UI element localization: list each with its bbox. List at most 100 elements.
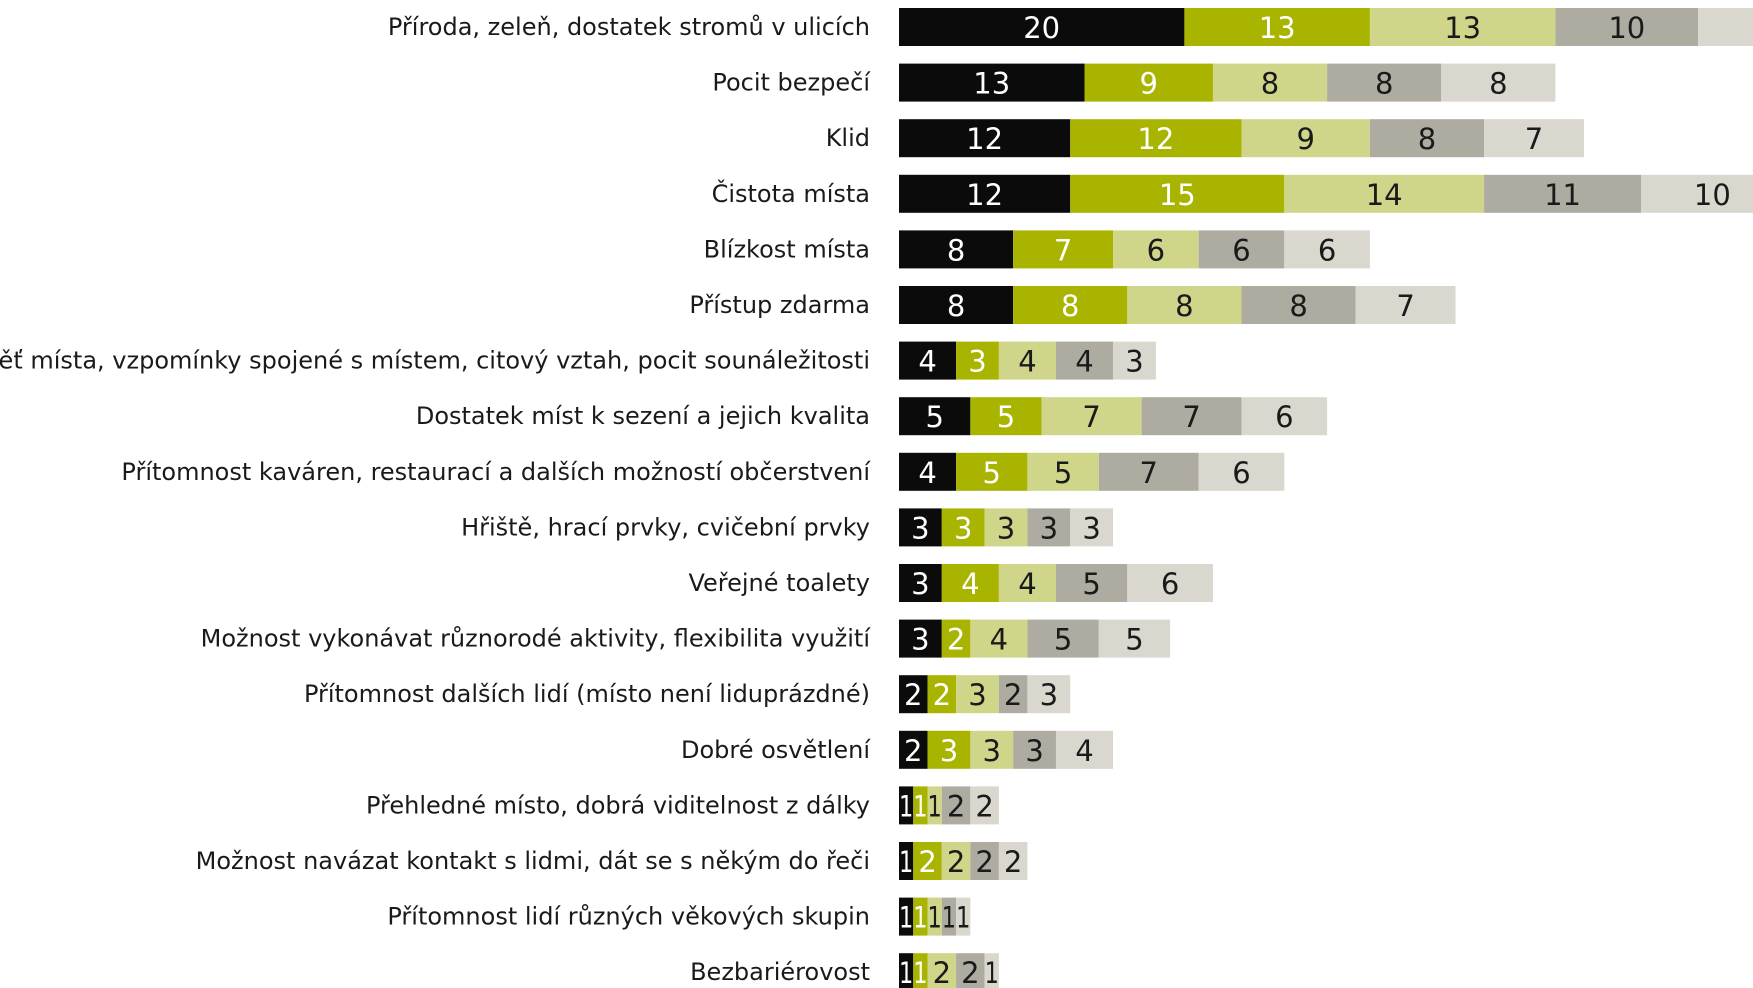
bar-segment bbox=[1369, 8, 1556, 46]
data-label: 1 bbox=[913, 956, 927, 988]
data-label: 15 bbox=[1159, 178, 1196, 212]
data-label: 5 bbox=[1054, 456, 1072, 490]
bar-segment bbox=[913, 786, 928, 825]
data-label: 3 bbox=[911, 623, 929, 657]
category-label: Přítomnost lidí různých věkových skupin bbox=[387, 903, 870, 931]
data-label: 13 bbox=[1444, 11, 1481, 45]
data-label: 8 bbox=[1375, 67, 1393, 101]
category-label: Možnost vykonávat různorodé aktivity, fl… bbox=[201, 625, 872, 653]
category-label: Dostatek míst k sezení a jejich kvalita bbox=[416, 402, 870, 430]
bar-segment bbox=[927, 675, 957, 714]
data-label: 8 bbox=[1175, 289, 1193, 323]
data-label: 10 bbox=[1694, 178, 1731, 212]
data-label: 7 bbox=[1525, 122, 1543, 156]
bar-segment bbox=[927, 786, 942, 825]
data-label: 2 bbox=[933, 678, 951, 712]
data-label: 3 bbox=[911, 567, 929, 601]
bar-segment bbox=[1055, 341, 1114, 380]
data-label: 8 bbox=[1289, 289, 1307, 323]
data-label: 4 bbox=[1018, 345, 1036, 379]
bar-segment bbox=[970, 397, 1042, 436]
bar-segment bbox=[1055, 564, 1128, 602]
data-label: 2 bbox=[975, 845, 993, 879]
bar-segment bbox=[1013, 230, 1114, 269]
bar-segment bbox=[899, 230, 1014, 269]
bar-segment bbox=[899, 63, 1085, 102]
bar-segment bbox=[1013, 286, 1128, 324]
data-label: 1 bbox=[942, 901, 956, 935]
data-label: 1 bbox=[899, 845, 913, 879]
bar-segment bbox=[1355, 286, 1456, 324]
bar-segment bbox=[1098, 452, 1199, 491]
bar-segment bbox=[1241, 286, 1356, 324]
bar-segment bbox=[1555, 8, 1699, 46]
bar-row: 201313109 bbox=[899, 8, 1753, 46]
data-label: 4 bbox=[1018, 567, 1036, 601]
category-label: Hřiště, hrací prvky, cvičební prvky bbox=[461, 513, 870, 541]
category-label: Klid bbox=[826, 124, 870, 152]
data-label: 3 bbox=[940, 734, 958, 768]
data-label: 7 bbox=[1182, 400, 1200, 434]
data-label: 6 bbox=[1275, 400, 1293, 434]
bar-segment bbox=[998, 675, 1028, 714]
category-label: Příroda, zeleň, dostatek stromů v ulicíc… bbox=[388, 13, 870, 41]
category-label: Čistota místa bbox=[712, 178, 870, 208]
data-label: 3 bbox=[1040, 678, 1058, 712]
bar-segment bbox=[899, 286, 1014, 324]
category-label: Pocit bezpečí bbox=[712, 69, 871, 97]
bar-row: 8 8 8 8 7 bbox=[899, 286, 1456, 324]
data-label: 7 bbox=[1054, 233, 1072, 267]
data-label: 2 bbox=[933, 956, 951, 988]
bar-segment bbox=[899, 119, 1071, 158]
bar-segment bbox=[899, 397, 971, 436]
data-label: 5 bbox=[997, 400, 1015, 434]
bar-segment bbox=[998, 341, 1056, 380]
data-label: 5 bbox=[925, 400, 943, 434]
data-label: 6 bbox=[1161, 567, 1179, 601]
bar-segment bbox=[899, 508, 942, 547]
data-label: 13 bbox=[973, 67, 1010, 101]
data-label: 8 bbox=[1489, 67, 1507, 101]
bar-segment bbox=[1027, 452, 1099, 491]
bar-segment bbox=[941, 842, 971, 880]
bar-segment bbox=[1484, 119, 1584, 158]
data-label: 6 bbox=[1318, 233, 1336, 267]
bar-segment bbox=[1070, 508, 1114, 547]
data-label: 2 bbox=[975, 789, 993, 823]
bar-segment bbox=[970, 786, 999, 825]
data-label: 3 bbox=[1125, 345, 1143, 379]
category-label: Dobré osvětlení bbox=[681, 736, 871, 764]
data-label: 1 bbox=[913, 901, 927, 935]
bar-segment bbox=[899, 675, 928, 714]
bar-segment bbox=[1284, 174, 1485, 213]
bar-segment bbox=[1698, 8, 1753, 46]
category-label: Blízkost místa bbox=[704, 235, 870, 263]
bar-segment bbox=[1013, 730, 1056, 769]
data-label: 3 bbox=[1082, 511, 1100, 545]
data-label: 13 bbox=[1259, 11, 1296, 45]
bar-segment bbox=[941, 786, 971, 825]
data-label: 1 bbox=[899, 901, 913, 935]
data-label: 14 bbox=[1366, 178, 1403, 212]
data-label: 2 bbox=[947, 789, 965, 823]
bar-row: 8 7 6 6 6 bbox=[899, 230, 1370, 269]
bar-segment bbox=[1141, 397, 1242, 436]
bar-segment bbox=[1284, 230, 1370, 269]
data-label: 7 bbox=[1139, 456, 1157, 490]
category-label: Veřejné toalety bbox=[688, 569, 870, 597]
category-label: Bezbariérovost bbox=[690, 958, 870, 986]
bar-segment bbox=[956, 897, 971, 936]
bar-segment bbox=[970, 619, 1028, 658]
data-label: 12 bbox=[966, 122, 1003, 156]
data-label: 8 bbox=[1061, 289, 1079, 323]
bar-segment bbox=[913, 842, 942, 880]
data-label: 4 bbox=[918, 345, 936, 379]
bar-segment bbox=[899, 8, 1185, 46]
bar-segment bbox=[1212, 63, 1328, 102]
data-label: 3 bbox=[954, 511, 972, 545]
bar-segment bbox=[998, 564, 1056, 602]
